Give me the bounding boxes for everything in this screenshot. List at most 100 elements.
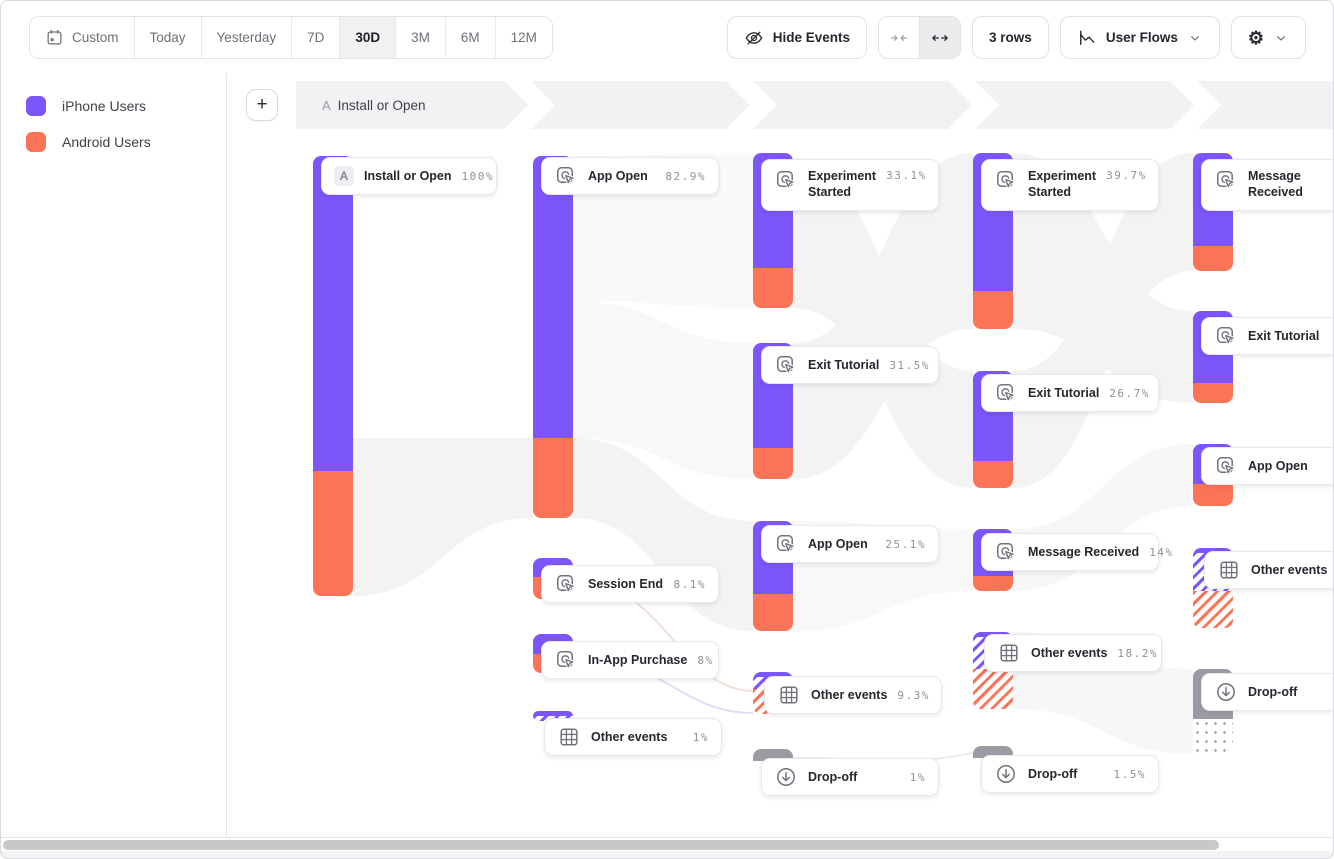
- flow-node-card[interactable]: App Open 82.9%: [541, 157, 719, 195]
- flow-bar[interactable]: [313, 156, 353, 596]
- event-icon: [1214, 454, 1238, 478]
- bar-segment-iphone[interactable]: [533, 711, 573, 716]
- flow-node-card[interactable]: Other events 1%: [544, 718, 722, 756]
- flow-node-card[interactable]: Exit Tutorial 31.5%: [761, 346, 939, 384]
- date-range-custom[interactable]: Custom: [30, 17, 134, 58]
- flow-node-card[interactable]: Exit Tutorial: [1201, 317, 1333, 355]
- flow-node-label: Message Received: [1028, 545, 1140, 559]
- date-range-7d[interactable]: 7D: [291, 17, 340, 58]
- date-range-6m[interactable]: 6M: [444, 17, 495, 58]
- bar-segment-android[interactable]: [753, 448, 793, 479]
- event-icon: [994, 540, 1018, 564]
- funnel-step-5[interactable]: [1197, 81, 1333, 129]
- bar-segment-android[interactable]: [1193, 484, 1233, 506]
- flow-bar[interactable]: [1193, 669, 1233, 754]
- bar-segment-android-hatch[interactable]: [1193, 591, 1233, 628]
- scrollbar-thumb[interactable]: [3, 840, 1219, 850]
- flow-node-label: Drop-off: [1248, 685, 1298, 699]
- legend-item-android[interactable]: Android Users: [26, 132, 226, 152]
- funnel-step-2[interactable]: [531, 81, 750, 129]
- flow-node-card[interactable]: App Open 25.1%: [761, 525, 939, 563]
- bar-segment-iphone[interactable]: [313, 156, 353, 471]
- hide-events-button[interactable]: Hide Events: [726, 16, 868, 59]
- flow-bar[interactable]: [973, 371, 1013, 488]
- flow-node-percent: 39.7%: [1106, 169, 1147, 182]
- horizontal-scrollbar[interactable]: [1, 837, 1333, 851]
- flow-node-label: App Open: [588, 169, 648, 183]
- flow-node-label: Session End: [588, 577, 664, 591]
- flow-node-card[interactable]: Exit Tutorial 26.7%: [981, 374, 1159, 412]
- rows-button[interactable]: 3 rows: [972, 16, 1049, 59]
- bar-segment-android[interactable]: [973, 461, 1013, 488]
- arrows-in-icon: [889, 28, 909, 48]
- eye-off-icon: [744, 28, 764, 48]
- flow-node-label: Message Received: [1248, 169, 1303, 199]
- flow-node-card[interactable]: Message Received 14%: [981, 533, 1172, 571]
- flow-node-card[interactable]: A Install or Open 100%: [321, 157, 497, 195]
- grid-icon: [557, 725, 581, 749]
- flow-node-label: In-App Purchase: [588, 653, 688, 667]
- flow-node-card[interactable]: Drop-off 1.5%: [981, 755, 1159, 793]
- flow-node-label: Other events: [591, 730, 668, 744]
- add-step-button[interactable]: +: [246, 89, 278, 121]
- bar-segment-android[interactable]: [313, 471, 353, 596]
- flow-node-percent: 25.1%: [885, 537, 926, 551]
- date-range-today[interactable]: Today: [133, 17, 201, 58]
- collapse-columns-button[interactable]: [879, 17, 920, 58]
- bar-segment-android[interactable]: [1193, 383, 1233, 403]
- flow-node-card[interactable]: Other events: [1204, 551, 1333, 589]
- date-range-3m[interactable]: 3M: [395, 17, 445, 58]
- flow-node-label: Drop-off: [808, 770, 858, 784]
- flow-node-card[interactable]: Other events 18.2%: [984, 634, 1162, 672]
- flow-node-label: App Open: [808, 537, 868, 551]
- bar-segment-android[interactable]: [753, 594, 793, 631]
- bar-segment-iphone[interactable]: [533, 156, 573, 438]
- bar-segment-android[interactable]: [973, 291, 1013, 329]
- bar-segment-android[interactable]: [1193, 246, 1233, 271]
- flow-node-label: Exit Tutorial: [1248, 329, 1320, 343]
- iphone-color-swatch: [26, 96, 46, 116]
- flow-node-card[interactable]: In-App Purchase 8%: [541, 641, 719, 679]
- bar-segment-android-hatch[interactable]: [973, 669, 1013, 709]
- bar-segment-dropoff-continued[interactable]: [1193, 719, 1233, 754]
- funnel-step-3[interactable]: [753, 81, 972, 129]
- flow-node-card[interactable]: Drop-off 1%: [761, 758, 939, 796]
- flow-node-card[interactable]: Experiment Started 33.1%: [761, 159, 939, 211]
- flow-bar[interactable]: [533, 156, 573, 518]
- bar-segment-android[interactable]: [973, 576, 1013, 591]
- flow-node-card[interactable]: Other events 9.3%: [764, 676, 942, 714]
- bar-segment-iphone[interactable]: [753, 672, 793, 677]
- flow-node-card[interactable]: Session End 8.1%: [541, 565, 719, 603]
- flow-node-card[interactable]: Drop-off: [1201, 673, 1333, 711]
- funnel-step-4[interactable]: [975, 81, 1194, 129]
- settings-button[interactable]: ⚙: [1230, 16, 1306, 59]
- grid-icon: [1217, 558, 1241, 582]
- step-badge: A: [322, 97, 331, 113]
- bottom-strip: [1, 851, 1333, 858]
- date-range-yesterday[interactable]: Yesterday: [200, 17, 292, 58]
- arrows-out-icon: [930, 28, 950, 48]
- bar-segment-android[interactable]: [533, 438, 573, 518]
- flow-node-card[interactable]: Experiment Started 39.7%: [981, 159, 1159, 211]
- expand-columns-button[interactable]: [919, 17, 961, 58]
- flow-node-percent: 9.3%: [897, 688, 930, 702]
- date-range-12m[interactable]: 12M: [494, 17, 552, 58]
- flow-node-percent: 26.7%: [1109, 386, 1150, 400]
- legend-sidebar: iPhone Users Android Users: [1, 73, 227, 837]
- funnel-step-1[interactable]: A Install or Open: [296, 81, 528, 129]
- legend-item-iphone[interactable]: iPhone Users: [26, 96, 226, 116]
- chart-icon: [1077, 28, 1097, 48]
- event-icon: [994, 381, 1018, 405]
- flow-node-card[interactable]: App Open: [1201, 447, 1333, 485]
- bar-segment-android[interactable]: [753, 268, 793, 308]
- date-range-30d[interactable]: 30D: [339, 17, 396, 58]
- flow-node-percent: 8%: [697, 653, 714, 667]
- event-icon: [554, 164, 578, 188]
- flow-node-percent: 82.9%: [665, 169, 706, 183]
- event-icon: [774, 353, 798, 377]
- view-selector-button[interactable]: User Flows: [1059, 16, 1220, 59]
- bar-segment-iphone[interactable]: [1193, 548, 1233, 553]
- flow-node-label: Experiment Started: [808, 169, 877, 199]
- flow-node-card[interactable]: Message Received: [1201, 159, 1333, 211]
